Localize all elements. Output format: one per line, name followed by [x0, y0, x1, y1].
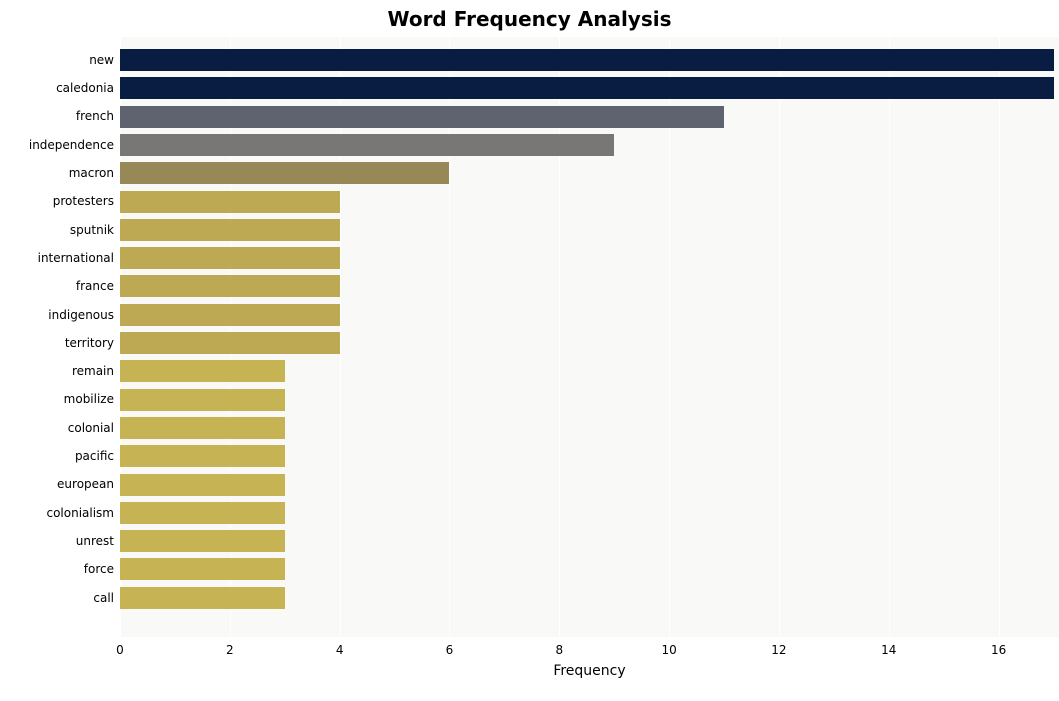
chart-figure: Word Frequency Analysis new caledonia fren…: [0, 0, 1059, 701]
x-tick-label: 10: [661, 643, 676, 657]
x-tick-label: 16: [991, 643, 1006, 657]
bar-independence: [120, 134, 614, 156]
y-tick-label: european: [57, 477, 114, 491]
bar-colonialism: [120, 502, 285, 524]
bar-international: [120, 247, 340, 269]
x-tick-label: 6: [446, 643, 454, 657]
bar-remain: [120, 360, 285, 382]
y-tick-label: international: [38, 251, 114, 265]
bar-mobilize: [120, 389, 285, 411]
y-tick-label: france: [76, 279, 114, 293]
x-tick-label: 4: [336, 643, 344, 657]
x-tick-label: 12: [771, 643, 786, 657]
bar-indigenous: [120, 304, 340, 326]
y-tick-label: colonial: [68, 421, 114, 435]
bar-caledonia: [120, 77, 1054, 99]
bar-colonial: [120, 417, 285, 439]
y-tick-label: force: [84, 562, 114, 576]
y-tick-label: caledonia: [56, 81, 114, 95]
x-tick-label: 0: [116, 643, 124, 657]
bar-pacific: [120, 445, 285, 467]
plot-area: [120, 37, 1059, 637]
gridline: [999, 37, 1000, 637]
y-tick-label: new: [89, 53, 114, 67]
bar-macron: [120, 162, 449, 184]
bar-french: [120, 106, 724, 128]
x-axis-label: Frequency: [120, 663, 1059, 679]
y-tick-label: independence: [29, 138, 114, 152]
x-tick-label: 2: [226, 643, 234, 657]
bar-unrest: [120, 530, 285, 552]
gridline: [779, 37, 780, 637]
y-tick-label: macron: [69, 166, 114, 180]
y-tick-label: remain: [72, 364, 114, 378]
y-tick-label: mobilize: [64, 392, 114, 406]
bar-call: [120, 587, 285, 609]
y-tick-label: indigenous: [48, 308, 114, 322]
bar-protesters: [120, 191, 340, 213]
y-tick-label: protesters: [53, 194, 114, 208]
chart-title: Word Frequency Analysis: [0, 7, 1059, 31]
bar-territory: [120, 332, 340, 354]
x-tick-label: 14: [881, 643, 896, 657]
bar-france: [120, 275, 340, 297]
y-tick-label: colonialism: [46, 506, 114, 520]
y-tick-label: unrest: [76, 534, 114, 548]
bar-sputnik: [120, 219, 340, 241]
x-tick-label: 8: [555, 643, 563, 657]
bar-new: [120, 49, 1054, 71]
y-tick-label: sputnik: [70, 223, 114, 237]
gridline: [889, 37, 890, 637]
bar-force: [120, 558, 285, 580]
y-tick-label: call: [93, 591, 114, 605]
y-tick-label: pacific: [75, 449, 114, 463]
bar-european: [120, 474, 285, 496]
y-tick-label: territory: [65, 336, 114, 350]
y-tick-label: french: [76, 109, 114, 123]
